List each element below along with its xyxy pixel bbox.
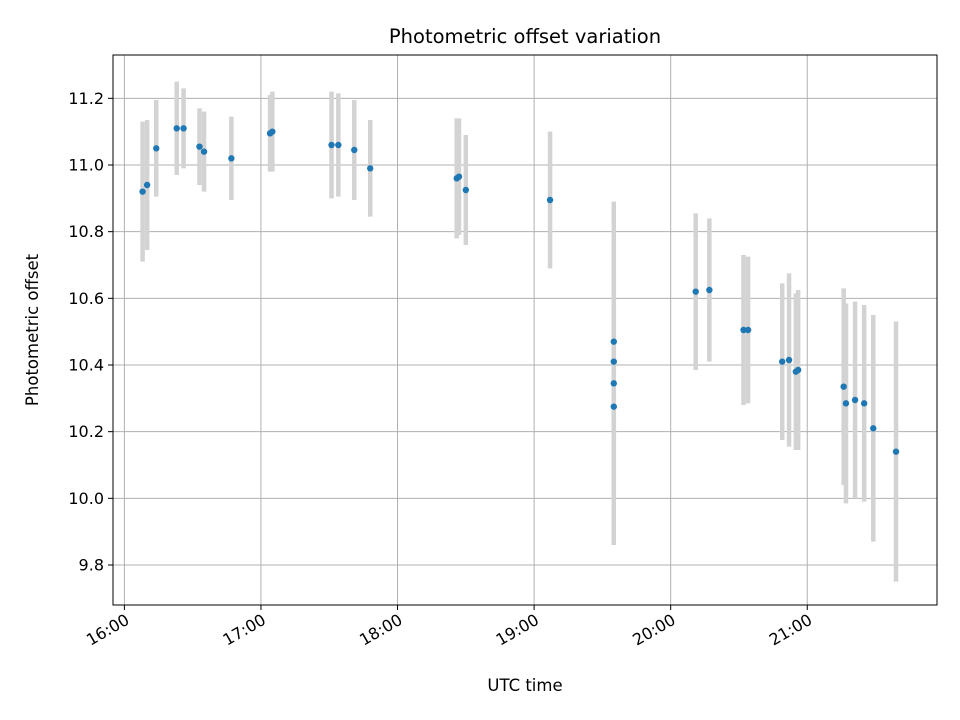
data-point bbox=[351, 146, 358, 154]
y-tick-label: 10.8 bbox=[68, 222, 104, 241]
data-point bbox=[180, 125, 187, 132]
data-point bbox=[196, 143, 203, 150]
data-point bbox=[842, 400, 850, 407]
data-point bbox=[228, 155, 235, 162]
data-point bbox=[143, 181, 151, 189]
data-point bbox=[610, 380, 617, 387]
data-point bbox=[692, 288, 699, 295]
data-point bbox=[153, 145, 160, 152]
data-point bbox=[706, 286, 713, 294]
y-axis-title: Photometric offset bbox=[23, 253, 42, 406]
y-tick-label: 10.0 bbox=[68, 489, 104, 508]
data-point bbox=[744, 326, 752, 334]
data-point bbox=[851, 396, 859, 404]
chart-title: Photometric offset variation bbox=[389, 25, 661, 48]
data-point bbox=[740, 326, 747, 334]
x-axis-title: UTC time bbox=[487, 676, 562, 695]
data-point bbox=[269, 128, 276, 135]
data-points bbox=[139, 125, 900, 455]
data-point bbox=[462, 186, 470, 194]
y-tick-label: 9.8 bbox=[79, 556, 104, 575]
y-axis-ticks: 9.8 10.0 10.2 10.4 10.6 10.8 11.0 11.2 bbox=[68, 89, 113, 575]
data-point bbox=[892, 448, 900, 455]
grid bbox=[113, 55, 937, 605]
data-point bbox=[546, 196, 554, 204]
y-tick-label: 11.2 bbox=[68, 89, 104, 108]
data-point bbox=[610, 358, 617, 365]
data-point bbox=[870, 425, 877, 432]
data-point bbox=[173, 125, 180, 132]
y-tick-label: 10.2 bbox=[68, 422, 104, 441]
data-point bbox=[779, 358, 786, 365]
data-point bbox=[610, 403, 617, 410]
axes-frame bbox=[112, 54, 938, 606]
data-point bbox=[785, 356, 793, 364]
data-point bbox=[840, 383, 847, 390]
y-tick-label: 10.4 bbox=[68, 356, 104, 375]
data-point bbox=[139, 188, 146, 195]
data-point bbox=[328, 141, 335, 149]
y-tick-label: 10.6 bbox=[68, 289, 104, 308]
data-point bbox=[455, 173, 463, 180]
data-point bbox=[860, 400, 868, 407]
data-point bbox=[610, 338, 617, 345]
data-point bbox=[200, 148, 208, 155]
y-tick-label: 11.0 bbox=[68, 156, 104, 175]
data-point bbox=[794, 366, 802, 374]
data-point bbox=[367, 165, 374, 172]
data-point bbox=[335, 141, 342, 149]
